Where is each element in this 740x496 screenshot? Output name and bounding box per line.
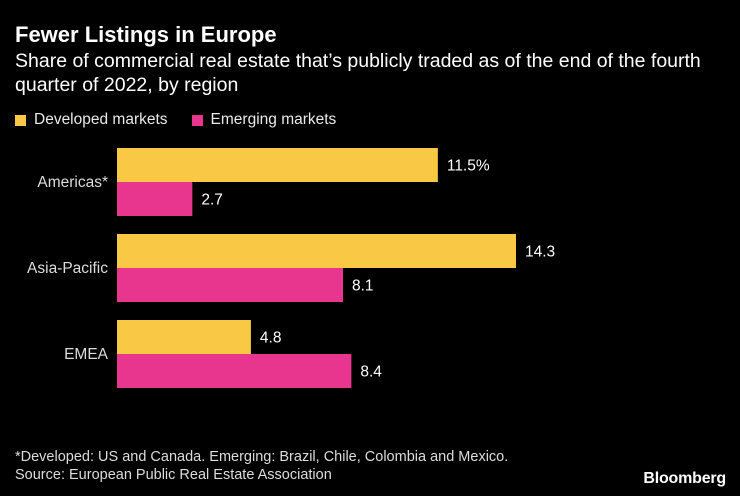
bloomberg-logo: Bloomberg bbox=[643, 470, 726, 487]
category-label-americas: Americas* bbox=[37, 174, 108, 191]
bar-americas-developed bbox=[117, 148, 438, 182]
legend-swatch-emerging bbox=[191, 114, 203, 126]
data-label-emea-developed: 4.8 bbox=[260, 330, 282, 347]
bar-asia-pacific-developed bbox=[117, 234, 516, 268]
category-label-emea: EMEA bbox=[64, 346, 109, 363]
footnote: *Developed: US and Canada. Emerging: Bra… bbox=[15, 449, 509, 465]
data-label-americas-developed: 11.5% bbox=[447, 158, 490, 175]
data-label-emea-emerging: 8.4 bbox=[360, 364, 382, 381]
bar-asia-pacific-emerging bbox=[117, 268, 343, 302]
legend-label-emerging: Emerging markets bbox=[210, 111, 337, 128]
chart-subtitle: Share of commercial real estate that’s p… bbox=[15, 50, 701, 96]
chart-title: Fewer Listings in Europe bbox=[15, 22, 277, 47]
data-label-americas-emerging: 2.7 bbox=[201, 192, 223, 209]
legend: Developed markets Emerging markets bbox=[15, 111, 360, 129]
legend-item-developed: Developed markets bbox=[15, 111, 168, 129]
data-label-asia-pacific-emerging: 8.1 bbox=[352, 278, 374, 295]
bar-emea-developed bbox=[117, 320, 251, 354]
legend-swatch-developed bbox=[15, 114, 26, 126]
legend-item-emerging: Emerging markets bbox=[191, 111, 337, 129]
legend-label-developed: Developed markets bbox=[34, 111, 168, 128]
bar-emea-emerging bbox=[117, 354, 352, 388]
source-note: Source: European Public Real Estate Asso… bbox=[15, 467, 332, 483]
bar-americas-emerging bbox=[117, 182, 193, 216]
data-label-asia-pacific-developed: 14.3 bbox=[525, 244, 555, 261]
category-label-asia-pacific: Asia-Pacific bbox=[27, 260, 108, 277]
